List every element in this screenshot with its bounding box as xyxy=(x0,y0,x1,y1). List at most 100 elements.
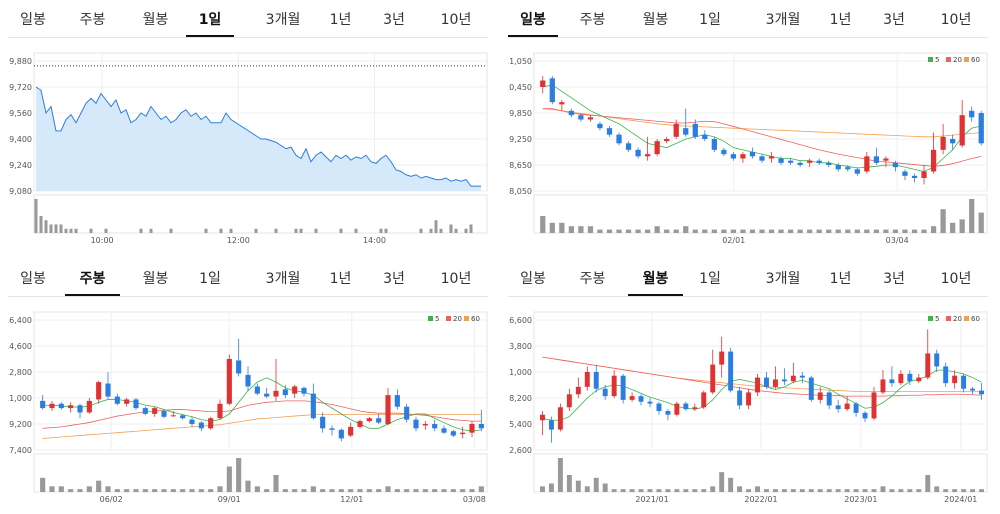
tab-3[interactable]: 1일 xyxy=(699,12,721,28)
volume-bar xyxy=(864,229,870,233)
tab-5[interactable]: 1년 xyxy=(329,12,352,28)
tab-7[interactable]: 10년 xyxy=(440,271,472,287)
tab-3[interactable]: 1일 xyxy=(199,271,221,287)
candle-body xyxy=(978,113,984,144)
volume-bar xyxy=(454,228,458,233)
tab-3[interactable]: 1일 xyxy=(699,271,721,287)
candle-body xyxy=(124,399,130,404)
candle-body xyxy=(469,424,475,433)
candle-body xyxy=(835,165,841,170)
volume-bar xyxy=(711,229,717,233)
tab-2[interactable]: 월봉 xyxy=(628,264,683,296)
tab-3[interactable]: 1일 xyxy=(186,5,234,37)
tab-5[interactable]: 1년 xyxy=(829,12,852,28)
tab-6[interactable]: 3년 xyxy=(383,12,405,28)
x-tick-label: 10:00 xyxy=(91,236,114,245)
volume-bar xyxy=(540,486,545,492)
volume-bar xyxy=(606,229,613,233)
tab-2[interactable]: 월봉 xyxy=(142,271,169,287)
volume-bar xyxy=(768,229,775,233)
candle-body xyxy=(49,403,55,409)
volume-bar xyxy=(320,489,326,492)
tab-1[interactable]: 주봉 xyxy=(579,271,606,287)
legend-label: 5 xyxy=(935,315,939,323)
candle-body xyxy=(584,372,590,387)
y-tick-label: 11,050 xyxy=(508,57,532,66)
tab-1[interactable]: 주봉 xyxy=(79,12,106,28)
candle-body xyxy=(880,379,886,393)
candle-body xyxy=(730,154,737,159)
candle-body xyxy=(799,375,805,378)
volume-bar xyxy=(264,489,270,492)
tab-1[interactable]: 주봉 xyxy=(65,264,120,296)
volume-bar xyxy=(620,489,626,492)
volume-bar xyxy=(39,216,43,233)
y-tick-label: 12,800 xyxy=(8,368,32,377)
volume-bar xyxy=(559,222,565,233)
volume-bar xyxy=(826,489,832,492)
volume-bar xyxy=(394,489,400,492)
candle-body xyxy=(170,415,176,417)
tab-6[interactable]: 3년 xyxy=(383,271,405,287)
volume-bar xyxy=(602,483,608,492)
candle-body xyxy=(478,424,484,429)
volume-bar xyxy=(89,228,93,233)
candle-body xyxy=(282,389,288,396)
volume-bar xyxy=(892,229,899,233)
volume-bar xyxy=(149,228,153,233)
volume-bar xyxy=(978,212,984,233)
legend-swatch xyxy=(464,316,469,321)
volume-bar xyxy=(597,229,603,233)
volume-bar xyxy=(730,229,737,233)
candle-body xyxy=(540,80,546,87)
volume-bar xyxy=(845,229,851,233)
volume-bar xyxy=(180,489,186,492)
volume-bar xyxy=(797,229,803,233)
volume-bar xyxy=(844,489,850,492)
tab-0[interactable]: 일봉 xyxy=(20,12,46,28)
candle-body xyxy=(625,143,632,150)
tab-2[interactable]: 월봉 xyxy=(142,12,169,28)
candle-body xyxy=(845,167,851,170)
tab-5[interactable]: 1년 xyxy=(829,271,852,287)
tab-1[interactable]: 주봉 xyxy=(579,12,606,28)
volume-bar xyxy=(721,229,727,233)
tab-7[interactable]: 10년 xyxy=(940,271,972,287)
tab-0[interactable]: 일봉 xyxy=(20,271,46,287)
volume-bar xyxy=(808,489,814,492)
candle-body xyxy=(808,377,814,400)
candle-body xyxy=(979,390,984,395)
y-tick-label: 5,400 xyxy=(509,420,532,429)
volume-bar xyxy=(366,489,372,492)
tab-4[interactable]: 3개월 xyxy=(765,12,801,28)
legend-swatch xyxy=(428,316,433,321)
volume-bar xyxy=(96,480,102,492)
candle-body xyxy=(781,379,787,382)
volume-bar xyxy=(925,475,931,492)
tab-7[interactable]: 10년 xyxy=(940,12,972,28)
candle-body xyxy=(778,158,784,163)
candle-body xyxy=(728,351,734,391)
candle-body xyxy=(77,405,83,413)
tab-4[interactable]: 3개월 xyxy=(765,271,801,287)
volume-bar xyxy=(755,486,760,492)
candle-body xyxy=(853,403,859,413)
tab-0[interactable]: 일봉 xyxy=(520,271,546,287)
candle-body xyxy=(844,403,850,410)
volume-bar xyxy=(566,475,572,492)
candle-body xyxy=(807,160,813,163)
tab-7[interactable]: 10년 xyxy=(440,12,472,28)
candle-body xyxy=(578,115,584,120)
tab-6[interactable]: 3년 xyxy=(883,271,905,287)
tab-0[interactable]: 일봉 xyxy=(508,5,558,37)
period-tabs: 일봉 주봉 월봉 1일 3개월 1년 3년 10년 xyxy=(8,5,488,38)
tab-5[interactable]: 1년 xyxy=(329,271,352,287)
volume-bar xyxy=(59,224,63,233)
tab-4[interactable]: 3개월 xyxy=(265,12,301,28)
tab-2[interactable]: 월봉 xyxy=(642,12,669,28)
chart-svg: 16,600 13,800 11,000 8,200 5,400 2,600 2021/01… xyxy=(508,311,988,504)
candle-body xyxy=(376,418,382,423)
x-tick-label: 03/08 xyxy=(463,495,486,504)
tab-6[interactable]: 3년 xyxy=(883,12,905,28)
tab-4[interactable]: 3개월 xyxy=(265,271,301,287)
